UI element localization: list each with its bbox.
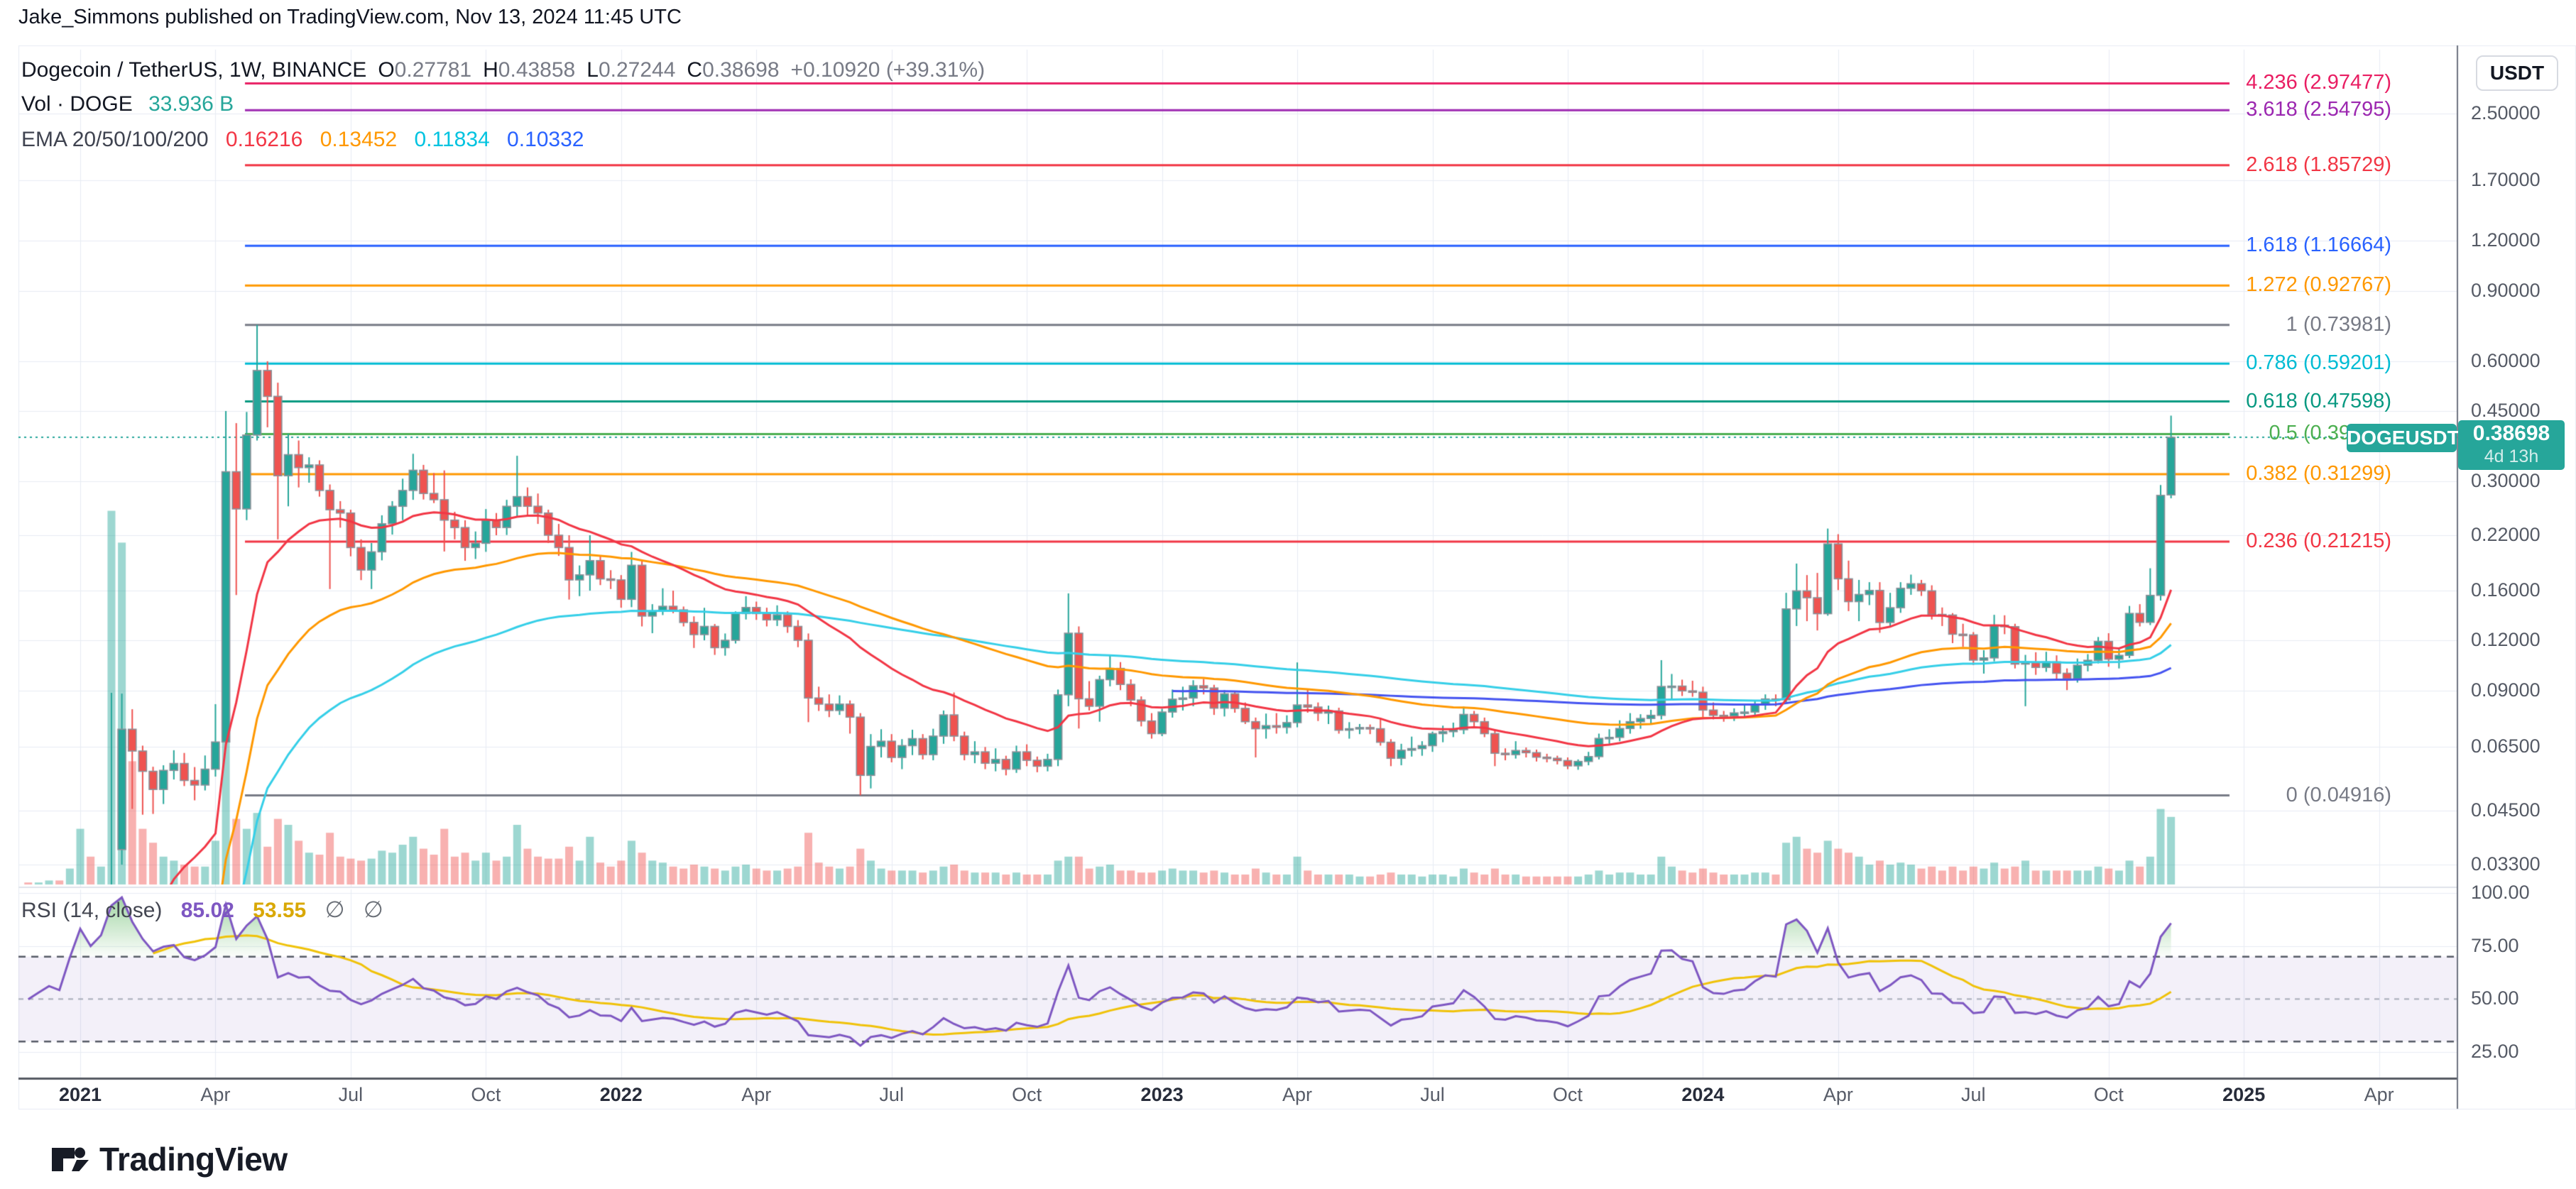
rsi-tick-label: 75.00 [2471, 934, 2519, 956]
time-axis-label: 2021 [58, 1084, 102, 1105]
price-tick-label: 1.70000 [2471, 169, 2540, 191]
time-axis-label: Jul [1420, 1084, 1445, 1105]
time-axis-label: Oct [1552, 1084, 1583, 1105]
ema50-value: 0.13452 [320, 128, 398, 151]
time-axis-label: 2024 [1681, 1084, 1725, 1105]
ohlc-low-value: 0.27244 [598, 58, 676, 82]
time-axis-label: Oct [471, 1084, 501, 1105]
time-axis-label: Oct [2093, 1084, 2124, 1105]
rsi-legend[interactable]: RSI (14, close) 85.02 53.55 ∅ ∅ [21, 896, 396, 923]
fib-level-label: 0.236 (0.21215) [2246, 530, 2391, 553]
rsi-tick-label: 25.00 [2471, 1041, 2519, 1063]
tradingview-logo[interactable]: TradingView [51, 1140, 288, 1178]
ema-label: EMA 20/50/100/200 [21, 128, 209, 151]
price-tick-label: 2.50000 [2471, 102, 2540, 124]
time-axis-label: 2022 [599, 1084, 643, 1105]
fib-level-label: 0 (0.04916) [2286, 783, 2391, 806]
fib-level-label: 4.236 (2.97477) [2246, 71, 2391, 94]
tradingview-mark-icon [52, 1147, 89, 1171]
price-tick-label: 1.20000 [2471, 229, 2540, 251]
price-tick-label: 0.04500 [2471, 799, 2540, 821]
rsi-value: 85.02 [180, 899, 234, 922]
rsi-hidden-input-icon: ∅ [363, 897, 383, 922]
time-axis-label: Oct [1012, 1084, 1042, 1105]
rsi-title: RSI (14, close) [21, 899, 163, 922]
rsi-tick-label: 50.00 [2471, 987, 2519, 1009]
symbol-legend[interactable]: Dogecoin / TetherUS, 1W, BINANCE O0.27781… [21, 58, 985, 82]
rsi-hidden-input-icon: ∅ [324, 897, 345, 922]
fib-level-label: 0.618 (0.47598) [2246, 389, 2391, 412]
fib-level-label: 1.272 (0.92767) [2246, 273, 2391, 297]
price-tick-label: 0.16000 [2471, 579, 2540, 601]
time-axis-label: Apr [1823, 1084, 1853, 1105]
fib-level-label: 1 (0.73981) [2286, 312, 2391, 336]
price-tick-label: 0.60000 [2471, 349, 2540, 371]
ohlc-open-value: 0.27781 [394, 58, 472, 82]
price-tick-label: 0.22000 [2471, 524, 2540, 546]
ema-legend[interactable]: EMA 20/50/100/200 0.16216 0.13452 0.1183… [21, 128, 584, 152]
last-price-value: 0.38698 [2472, 422, 2550, 445]
rsi-ma-value: 53.55 [253, 899, 307, 922]
fib-level-label: 0.786 (0.59201) [2246, 351, 2391, 375]
time-axis-label: Apr [1282, 1084, 1313, 1105]
tradingview-wordmark: TradingView [99, 1141, 288, 1178]
time-axis-label: 2023 [1140, 1084, 1184, 1105]
symbol-title: Dogecoin / TetherUS, 1W, BINANCE [21, 58, 367, 82]
publish-header: Jake_Simmons published on TradingView.co… [18, 6, 682, 28]
price-tick-label: 0.09000 [2471, 679, 2540, 701]
time-axis-label: Jul [338, 1084, 364, 1105]
fib-level-label: 3.618 (2.54795) [2246, 98, 2391, 121]
bar-countdown: 4d 13h [2484, 446, 2539, 466]
price-tick-label: 0.06500 [2471, 735, 2540, 757]
fib-level-label: 1.618 (1.16664) [2246, 234, 2391, 257]
time-axis-label: 2025 [2222, 1084, 2266, 1105]
price-tick-label: 0.12000 [2471, 629, 2540, 651]
volume-label: Vol · DOGE [21, 92, 133, 116]
rsi-tick-label: 100.00 [2471, 882, 2530, 903]
ohlc-low-key: L [586, 58, 599, 82]
price-tick-label: 0.90000 [2471, 279, 2540, 301]
ohlc-high-key: H [483, 58, 498, 82]
time-axis-label: Apr [2364, 1084, 2394, 1105]
fib-level-label: 0.382 (0.31299) [2246, 462, 2391, 485]
change-value: +0.10920 (+39.31%) [790, 58, 986, 82]
volume-value: 33.936 B [148, 92, 234, 116]
time-axis-label: Jul [879, 1084, 904, 1105]
fib-level-label: 2.618 (1.85729) [2246, 153, 2391, 176]
currency-button[interactable]: USDT [2476, 55, 2558, 91]
time-axis-label: Apr [200, 1084, 231, 1105]
price-tick-label: 0.03300 [2471, 853, 2540, 875]
ohlc-close-key: C [687, 58, 703, 82]
symbol-price-tag: DOGEUSDT [2347, 424, 2460, 452]
time-axis-label: Jul [1961, 1084, 1986, 1105]
ohlc-close-value: 0.38698 [702, 58, 780, 82]
last-price-badge: 0.38698 4d 13h [2458, 420, 2565, 470]
price-tick-label: 0.30000 [2471, 470, 2540, 492]
ohlc-high-value: 0.43858 [498, 58, 576, 82]
price-tick-label: 0.45000 [2471, 400, 2540, 422]
ema200-value: 0.10332 [507, 128, 584, 151]
time-axis-label: Apr [741, 1084, 772, 1105]
volume-legend[interactable]: Vol · DOGE 33.936 B [21, 92, 234, 116]
ohlc-open-key: O [378, 58, 395, 82]
ema20-value: 0.16216 [225, 128, 303, 151]
ema100-value: 0.11834 [414, 128, 490, 151]
